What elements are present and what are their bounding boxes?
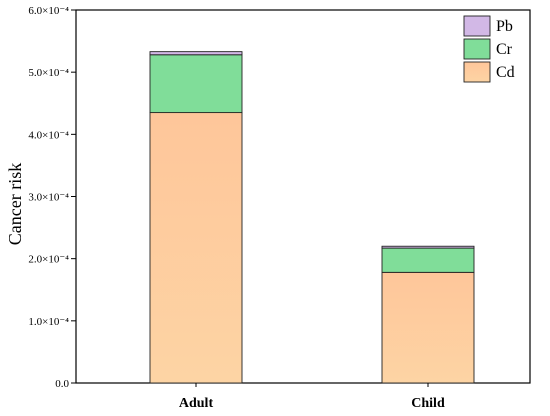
bar-child-cr [381,247,475,273]
legend: Pb Cr Cd [463,15,515,83]
legend-label-pb: Pb [496,18,513,35]
legend-swatch-cr [463,38,491,60]
x-tick-label-child: Child [411,396,445,411]
bars [149,51,475,384]
legend-label-cr: Cr [496,41,513,58]
bar-adult-pb [149,51,243,56]
bar-stack-child [381,245,475,384]
legend-label-cd: Cd [496,64,515,81]
y-tick-label-4: 4.0×10⁻⁴ [28,129,69,141]
y-tick-label-2: 2.0×10⁻⁴ [28,254,69,266]
bar-child-pb [381,245,475,249]
axes: Adult Child 0.0 1.0×10⁻⁴ 2.0×10⁻⁴ 3.0×10⁻⁴ 4.0… [28,5,445,411]
x-tick-label-adult: Adult [179,396,214,411]
bar-stack-adult [149,51,243,384]
y-tick-label-1: 1.0×10⁻⁴ [28,316,69,328]
y-tick-label-5: 5.0×10⁻⁴ [28,67,69,79]
y-tick-label-3: 3.0×10⁻⁴ [28,192,69,204]
bar-child-cd [381,271,475,384]
y-axis-title: Cancer risk [5,163,25,245]
legend-swatch-pb [463,15,491,37]
y-tick-label-6: 6.0×10⁻⁴ [28,5,69,17]
bar-adult-cr [149,54,243,114]
y-tick-label-0: 0.0 [55,378,69,390]
bar-adult-cd [149,112,243,384]
legend-swatch-cd [463,61,491,83]
